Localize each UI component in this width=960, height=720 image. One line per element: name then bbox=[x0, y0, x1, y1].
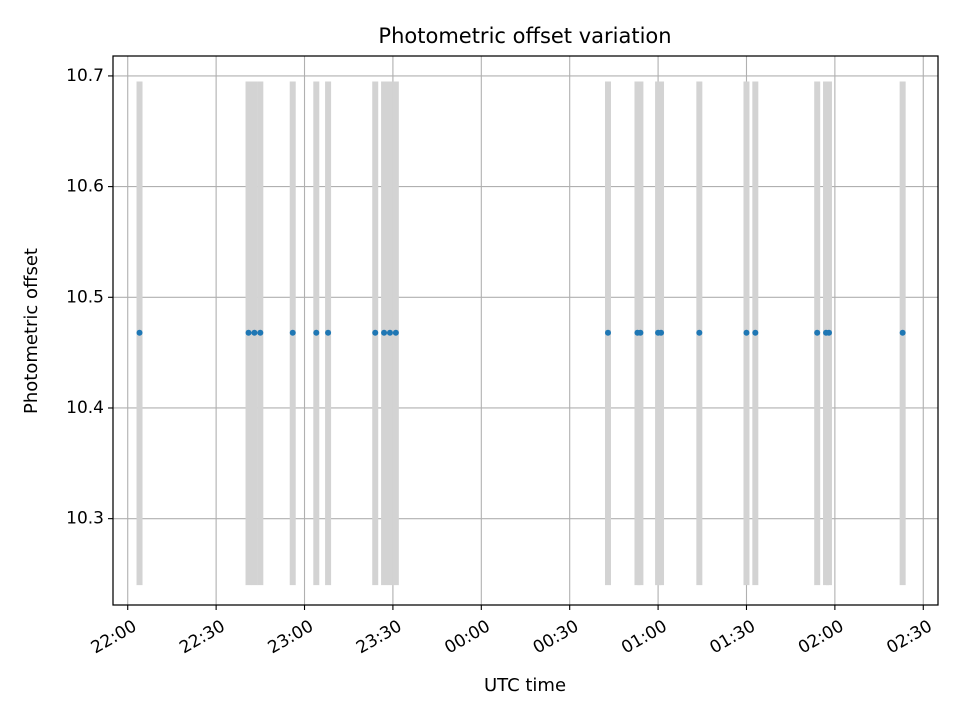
data-point bbox=[257, 329, 264, 336]
data-point bbox=[658, 329, 665, 336]
y-tick-label: 10.5 bbox=[66, 287, 104, 307]
data-point bbox=[245, 329, 252, 336]
y-tick-label: 10.7 bbox=[66, 66, 104, 86]
data-point bbox=[325, 329, 332, 336]
data-point bbox=[386, 329, 393, 336]
data-point bbox=[136, 329, 143, 336]
data-point bbox=[251, 329, 258, 336]
x-axis-label: UTC time bbox=[484, 675, 566, 696]
data-point bbox=[372, 329, 379, 336]
y-tick-label: 10.6 bbox=[66, 177, 104, 197]
plot-frame bbox=[112, 55, 939, 606]
data-point bbox=[313, 329, 320, 336]
y-tick-label: 10.3 bbox=[66, 509, 104, 529]
data-point bbox=[899, 329, 906, 336]
chart-title: Photometric offset variation bbox=[378, 24, 671, 48]
data-points bbox=[136, 329, 906, 336]
data-point bbox=[381, 329, 388, 336]
y-tick-label: 10.4 bbox=[66, 398, 104, 418]
data-point bbox=[814, 329, 821, 336]
data-point bbox=[289, 329, 296, 336]
data-point bbox=[392, 329, 399, 336]
data-point bbox=[825, 329, 832, 336]
data-point bbox=[605, 329, 611, 336]
data-point bbox=[637, 329, 644, 336]
data-point bbox=[696, 329, 703, 336]
data-point bbox=[743, 329, 750, 336]
data-point bbox=[752, 329, 759, 336]
y-axis-label: Photometric offset bbox=[21, 248, 42, 414]
